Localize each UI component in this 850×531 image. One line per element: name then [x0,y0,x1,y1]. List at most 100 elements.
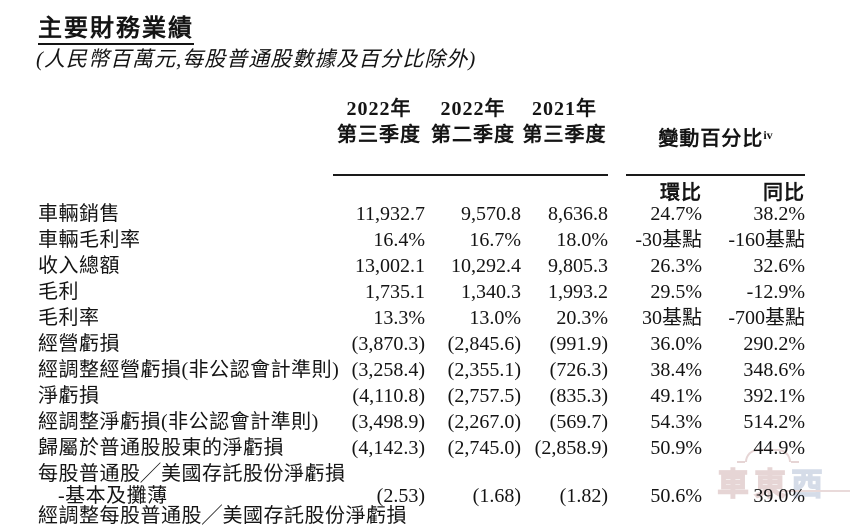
row-value [702,463,805,485]
row-value: 13,002.1 [355,255,425,277]
row-value: 38.2% [753,203,805,225]
row-value: 392.1% [743,385,805,407]
row-value: 49.1% [650,385,702,407]
table-row: 歸屬於普通股股東的淨虧損 (4,142.3) (2,745.0) (2,858.… [38,437,805,463]
row-value: 39.0% [753,485,805,507]
row-value: (726.3) [549,359,608,381]
row-value: 16.4% [373,229,425,251]
column-header-quarter: 第二季度 [431,124,515,146]
row-value: 54.3% [650,411,702,433]
subheader-spacer [333,178,425,206]
row-value: (991.9) [549,333,608,355]
table-row: 毛利 1,735.1 1,340.3 1,993.2 29.5% -12.9% [38,281,805,307]
row-value: 10,292.4 [451,255,521,277]
row-label: 每股普通股╱美國存託股份淨虧損 [38,463,346,485]
row-value: 38.4% [650,359,702,381]
row-value: 8,636.8 [548,203,608,225]
row-label: 經營虧損 [38,333,120,355]
row-value: (2,745.0) [447,437,521,459]
row-value: (2.53) [376,485,425,507]
row-value: 1,340.3 [461,281,521,303]
column-header-quarter: 第三季度 [337,124,421,146]
row-value: 18.0% [556,229,608,251]
row-value: (1.82) [559,485,608,507]
row-value: (2,858.9) [534,437,608,459]
page-subtitle: (人民幣百萬元,每股普通股數據及百分比除外) [36,47,477,71]
row-value: (2,355.1) [447,359,521,381]
subheader-spacer [425,178,521,206]
row-value: (4,142.3) [351,437,425,459]
column-header-change-percent: 變動百分比iv [608,96,805,176]
table-row: 車輛毛利率 16.4% 16.7% 18.0% -30基點 -160基點 [38,229,805,255]
row-value: 29.5% [650,281,702,303]
row-value: (2,845.6) [447,333,521,355]
row-value: (569.7) [549,411,608,433]
row-label: 毛利率 [38,307,100,329]
row-value: 20.3% [556,307,608,329]
subheader-spacer [38,178,333,206]
subheader-spacer [521,178,608,206]
document-page: 主要財務業績 (人民幣百萬元,每股普通股數據及百分比除外) 2022年 第三季度… [36,16,850,527]
row-value: (835.3) [549,385,608,407]
footnote-marker: iv [763,128,773,142]
page-title: 主要財務業績 [38,16,194,46]
row-value [333,463,425,485]
table-row: 經營虧損 (3,870.3) (2,845.6) (991.9) 36.0% 2… [38,333,805,359]
row-label: 經調整淨虧損(非公認會計準則) [38,411,319,433]
table-row: 經調整經營虧損(非公認會計準則) (3,258.4) (2,355.1) (72… [38,359,805,385]
row-value [608,505,702,531]
row-value: 9,805.3 [548,255,608,277]
row-value: 11,932.7 [355,203,425,225]
change-header-label: 變動百分比 [658,128,764,150]
table-rows: 車輛銷售 11,932.7 9,570.8 8,636.8 24.7% 38.2… [38,203,805,531]
row-value [333,505,425,531]
table-header: 2022年 第三季度 2022年 第二季度 2021年 第三季度 變動百分比iv [38,96,805,206]
column-header-year: 2022年 [440,98,506,120]
table-row: 收入總額 13,002.1 10,292.4 9,805.3 26.3% 32.… [38,255,805,281]
row-label: 淨虧損 [38,385,100,407]
row-value: 44.9% [753,437,805,459]
row-label: 毛利 [38,281,79,303]
row-value: (2,757.5) [447,385,521,407]
row-value: 26.3% [650,255,702,277]
row-value: 9,570.8 [461,203,521,225]
row-label: 歸屬於普通股股東的淨虧損 [38,437,284,459]
row-value: (3,498.9) [351,411,425,433]
row-value [702,505,805,531]
row-label: 經調整經營虧損(非公認會計準則) [38,359,340,381]
column-header-year: 2021年 [532,98,597,120]
row-value: 50.9% [650,437,702,459]
row-value: 1,735.1 [365,281,425,303]
column-header-2022-q3: 2022年 第三季度 [333,96,425,176]
row-value: -700基點 [728,307,805,329]
row-value: (3,870.3) [351,333,425,355]
row-value: 348.6% [743,359,805,381]
column-header-year: 2022年 [346,98,412,120]
table-row: 經調整每股普通股╱美國存託股份淨虧損 [38,505,805,531]
row-value: -30基點 [635,229,702,251]
row-label: 經調整每股普通股╱美國存託股份淨虧損 [38,505,407,527]
row-value: 24.7% [650,203,702,225]
subheader-qoq: 環比 [660,182,702,204]
table-row: 毛利率 13.3% 13.0% 20.3% 30基點 -700基點 [38,307,805,333]
table-row: -基本及攤薄 (2.53) (1.68) (1.82) 50.6% 39.0% [38,485,805,507]
column-header-2021-q3: 2021年 第三季度 [521,96,608,176]
row-value [521,505,608,531]
subheader-yoy: 同比 [763,182,805,204]
column-header-quarter: 第三季度 [522,124,607,146]
row-value: 1,993.2 [548,281,608,303]
table-row: 車輛銷售 11,932.7 9,570.8 8,636.8 24.7% 38.2… [38,203,805,229]
row-label: 車輛毛利率 [38,229,141,251]
row-value: 32.6% [753,255,805,277]
row-label: -基本及攤薄 [58,485,168,507]
row-label: 車輛銷售 [38,203,120,225]
table-row: 每股普通股╱美國存託股份淨虧損 [38,463,805,485]
row-value: (1.68) [472,485,521,507]
row-value [608,463,702,485]
row-value [425,505,521,531]
row-value: 16.7% [469,229,521,251]
row-value [425,463,521,485]
row-value: 13.0% [469,307,521,329]
row-value [521,463,608,485]
row-value: 13.3% [373,307,425,329]
